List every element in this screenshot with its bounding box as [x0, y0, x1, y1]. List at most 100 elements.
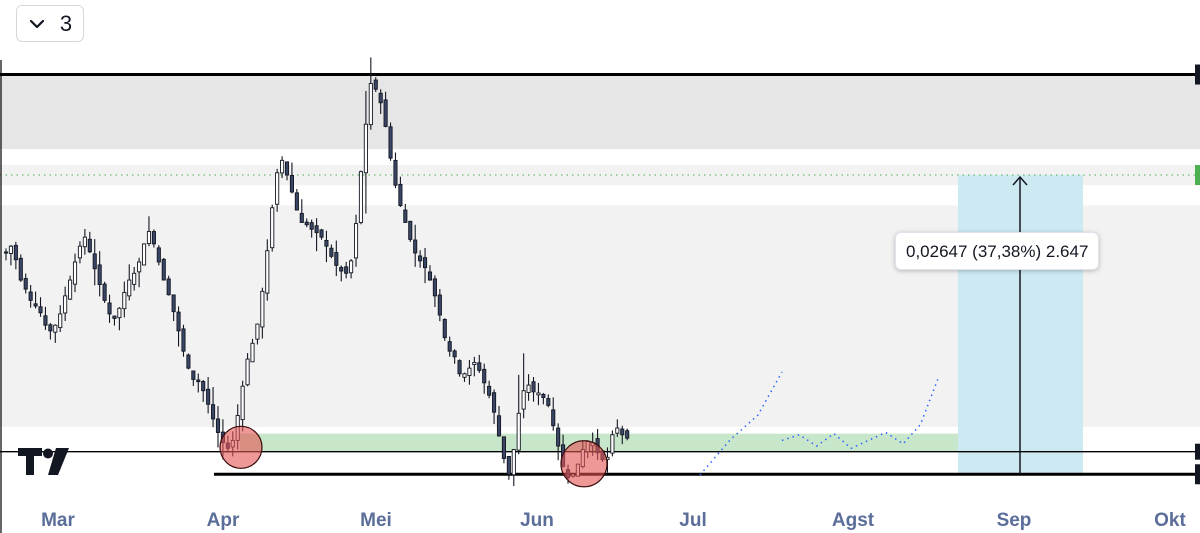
candle	[97, 264, 102, 286]
candle	[482, 368, 487, 384]
candle	[521, 390, 526, 410]
candle	[304, 221, 309, 226]
candle	[87, 238, 92, 253]
candle	[437, 294, 442, 316]
candle	[132, 272, 137, 285]
candle	[176, 311, 181, 332]
candle	[171, 294, 176, 313]
candle	[102, 283, 107, 301]
candle	[610, 434, 615, 454]
x-tick-label: Mei	[360, 510, 392, 531]
candle	[137, 261, 142, 273]
candle	[363, 123, 368, 174]
candle	[201, 380, 206, 392]
candle	[388, 126, 393, 159]
candle	[492, 392, 497, 413]
candle	[270, 207, 275, 249]
candle	[186, 354, 191, 369]
candle	[245, 358, 250, 386]
candle	[511, 448, 516, 476]
candle	[423, 257, 428, 269]
measure-label: 0,02647 (37,38%) 2.647	[895, 232, 1100, 270]
indicator-count: 3	[59, 10, 73, 36]
candle	[23, 278, 28, 290]
candle	[161, 258, 166, 281]
candle	[398, 183, 403, 206]
resistance-zone	[0, 74, 1200, 150]
candle	[72, 261, 78, 285]
candle	[181, 328, 186, 352]
candle	[447, 341, 452, 352]
candle	[531, 381, 536, 393]
candle	[191, 370, 196, 380]
candle	[353, 223, 359, 259]
candle	[516, 412, 521, 451]
arrow-up-icon	[1012, 175, 1028, 186]
candle	[408, 220, 413, 240]
candle	[418, 255, 423, 262]
candle	[541, 393, 546, 398]
candle	[117, 307, 122, 319]
candle	[432, 278, 437, 297]
candle	[122, 292, 127, 310]
trend-projection-line	[699, 371, 783, 476]
level-marker	[1195, 64, 1200, 85]
x-tick-label: Jun	[520, 510, 554, 531]
candle	[240, 385, 245, 421]
candle	[33, 303, 38, 307]
x-tick-label: Okt	[1154, 510, 1186, 531]
candle	[556, 427, 561, 447]
candle	[260, 290, 265, 328]
candle	[477, 362, 482, 371]
collapse-button[interactable]: 3	[16, 5, 84, 42]
projection-path	[781, 379, 939, 450]
candle	[615, 427, 620, 434]
candle	[329, 247, 334, 257]
candle	[462, 373, 467, 378]
candle	[294, 192, 299, 211]
candle	[551, 409, 556, 427]
candle	[413, 239, 418, 254]
candle	[314, 225, 319, 234]
candle	[255, 323, 260, 340]
candle	[472, 362, 477, 366]
candle	[280, 159, 285, 174]
candle	[496, 415, 502, 437]
candle	[146, 231, 152, 245]
candle	[344, 266, 349, 274]
candle	[141, 243, 147, 266]
candle	[127, 279, 132, 297]
candle	[82, 236, 87, 248]
candle	[107, 302, 112, 315]
candle	[289, 174, 294, 193]
candle	[215, 418, 221, 433]
x-tick-label: Apr	[206, 510, 240, 531]
candle	[92, 253, 97, 270]
candle	[38, 306, 43, 314]
candle	[77, 245, 82, 259]
candle	[166, 278, 171, 296]
level-marker	[1195, 464, 1200, 485]
candle	[393, 159, 398, 186]
candle	[467, 367, 472, 376]
candle	[506, 455, 511, 475]
candle	[442, 319, 447, 339]
candle	[620, 428, 625, 436]
candle	[358, 171, 364, 224]
candle	[196, 379, 201, 383]
candle	[63, 295, 68, 314]
candle	[206, 388, 211, 405]
candle	[373, 79, 378, 90]
x-tick-label: Sep	[996, 510, 1032, 531]
candle	[427, 271, 433, 281]
candle	[43, 315, 48, 326]
candle	[383, 99, 388, 127]
candle	[3, 251, 9, 254]
candle	[452, 350, 457, 358]
candle	[299, 212, 304, 223]
candle	[211, 404, 216, 420]
touch-point-circle	[219, 425, 263, 469]
tradingview-logo-icon	[18, 448, 69, 475]
candle	[58, 313, 63, 329]
